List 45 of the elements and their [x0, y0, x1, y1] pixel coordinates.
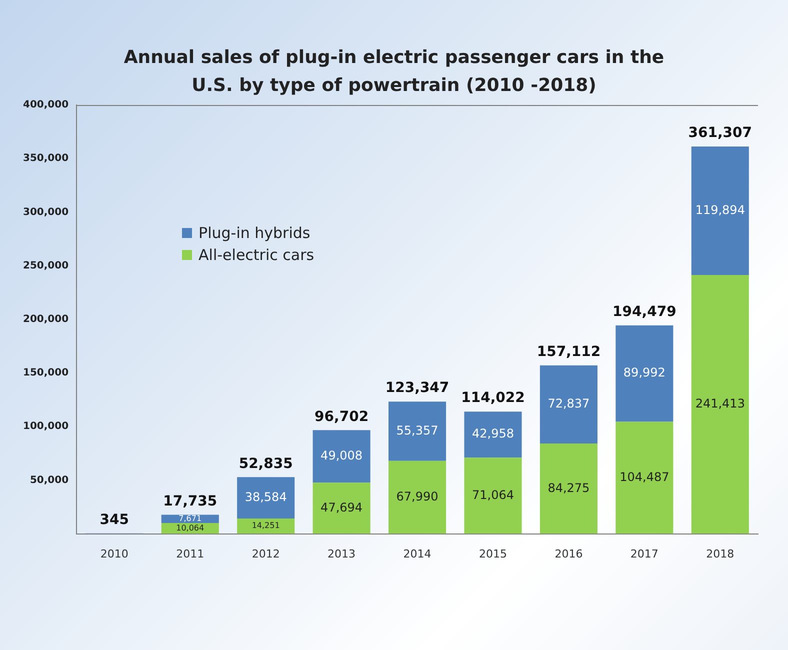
y-tick-label: 400,000 — [23, 100, 69, 111]
x-tick-label: 2017 — [630, 547, 658, 560]
y-tick-label: 100,000 — [23, 421, 69, 432]
data-label: 84,275 — [548, 480, 590, 495]
y-tick-label: 150,000 — [23, 368, 69, 379]
data-label: 47,694 — [320, 500, 363, 514]
total-label: 96,702 — [314, 408, 369, 425]
y-tick-label: 350,000 — [23, 153, 69, 164]
total-label: 17,735 — [163, 493, 218, 510]
data-label: 89,992 — [623, 366, 666, 380]
data-label: 38,584 — [244, 490, 287, 504]
total-label: 123,347 — [385, 380, 450, 396]
y-tick-label: 250,000 — [23, 260, 69, 272]
legend-label: All-electric cars — [198, 246, 314, 264]
data-label: 7,671 — [178, 514, 202, 523]
data-label: 104,487 — [620, 470, 670, 484]
data-label: 55,357 — [396, 423, 438, 438]
data-label: 71,064 — [472, 488, 514, 502]
data-label: 72,837 — [548, 396, 590, 411]
data-label: 67,990 — [396, 489, 438, 504]
x-tick-label: 2013 — [328, 547, 356, 560]
y-tick-label: 300,000 — [23, 206, 69, 218]
x-tick-label: 2014 — [403, 547, 432, 560]
data-label: 42,958 — [472, 426, 514, 441]
data-label: 14,251 — [252, 521, 280, 530]
data-label: 241,413 — [695, 396, 745, 411]
legend-label: Plug-in hybrids — [198, 224, 310, 242]
total-label: 194,479 — [612, 304, 676, 320]
total-label: 114,022 — [461, 390, 525, 406]
y-tick-label: 200,000 — [23, 314, 69, 325]
data-label: 119,894 — [695, 202, 745, 217]
total-label: 157,112 — [536, 344, 601, 360]
total-label: 361,307 — [688, 125, 752, 142]
total-label: 345 — [100, 512, 130, 528]
data-label: 10,064 — [176, 523, 204, 532]
x-tick-label: 2015 — [478, 547, 507, 560]
total-label: 52,835 — [238, 456, 293, 472]
x-tick-label: 2012 — [252, 547, 280, 560]
chart-title: Annual sales of plug-in electric passenger cars in the U.S. by type of powertrain (2010 -2018) — [122, 46, 666, 98]
data-label: 49,008 — [320, 448, 363, 463]
x-tick-label: 2016 — [554, 547, 583, 560]
x-tick-label: 2018 — [706, 547, 734, 560]
x-tick-label: 2010 — [100, 547, 128, 560]
y-tick-label: 50,000 — [30, 474, 69, 486]
x-tick-label: 2011 — [176, 547, 204, 560]
